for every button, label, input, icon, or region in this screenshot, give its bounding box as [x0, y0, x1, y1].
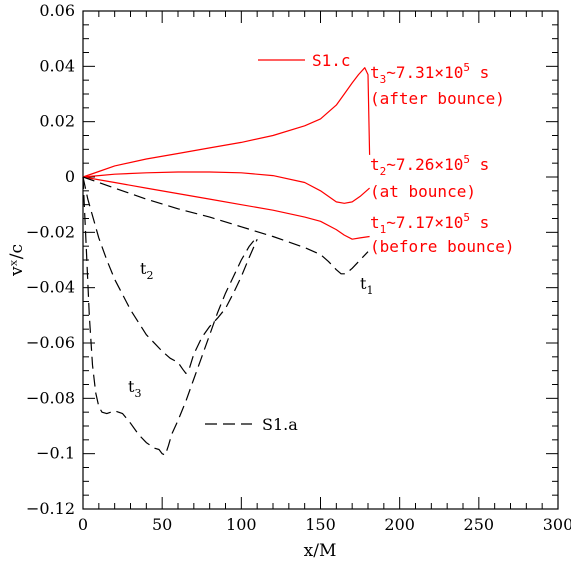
annotation-t3-value: ~7.31×10 — [386, 63, 463, 82]
legend-label-s1c: S1.c — [312, 51, 351, 70]
annotation-t3-unit: s — [470, 63, 489, 82]
y-tick-label: 0 — [65, 167, 75, 186]
annotation-t1-unit: s — [470, 213, 489, 232]
curve-label-t2: t2 — [140, 259, 153, 282]
annotation-t2-sup: 5 — [463, 153, 470, 166]
x-tick-labels: 0 50 100 150 200 250 300 — [78, 515, 571, 534]
series-line-s1c-t3 — [82, 67, 371, 178]
y-tick-label: −0.1 — [36, 444, 75, 463]
x-axis-title: x/M — [304, 541, 337, 561]
series-group — [82, 67, 371, 456]
x-tick-label: 150 — [305, 515, 336, 534]
y-axis-title: vˣ/c — [7, 244, 27, 277]
annotation-t1-value: ~7.17×10 — [386, 213, 463, 232]
y-tick-labels: −0.12 −0.1 −0.08 −0.06 −0.04 −0.02 0 0.02 0.04 0.… — [26, 1, 75, 518]
x-tick-label: 300 — [543, 515, 571, 534]
annotation-t1-name: t — [370, 213, 380, 232]
svg-text:t3~7.31×105 s: t3~7.31×105 s — [370, 61, 489, 86]
x-tick-label: 250 — [464, 515, 495, 534]
series-line-s1a-t3 — [82, 176, 258, 456]
annotation-t2-note: (at bounce) — [370, 182, 476, 201]
y-tick-label: −0.02 — [26, 222, 75, 241]
annotation-t1-note: (before bounce) — [370, 237, 515, 256]
annotation-t1-sup: 5 — [463, 211, 470, 224]
y-tick-label: −0.08 — [26, 388, 75, 407]
curve-label-t1: t1 — [360, 274, 373, 297]
x-tick-label: 200 — [384, 515, 415, 534]
annotation-t3-note: (after bounce) — [370, 89, 505, 108]
svg-text:t2~7.26×105 s: t2~7.26×105 s — [370, 153, 489, 178]
annotation-t1: t1~7.17×105 s (before bounce) — [370, 211, 515, 256]
svg-text:t1~7.17×105 s: t1~7.17×105 s — [370, 211, 489, 236]
x-tick-label: 50 — [152, 515, 172, 534]
y-tick-label: −0.04 — [26, 278, 75, 297]
axis-ticks — [82, 10, 559, 510]
y-tick-label: 0.02 — [39, 112, 75, 131]
annotation-t2: t2~7.26×105 s (at bounce) — [370, 153, 489, 201]
annotation-t1-sub: 1 — [380, 223, 387, 236]
annotation-t2-sub: 2 — [380, 165, 387, 178]
annotation-t3: t3~7.31×105 s (after bounce) — [370, 61, 505, 108]
y-tick-label: −0.06 — [26, 333, 75, 352]
series-line-s1a-t2 — [82, 176, 258, 374]
series-line-s1c-t1 — [82, 176, 370, 240]
curve-label-t3: t3 — [128, 377, 141, 400]
y-tick-label: −0.12 — [26, 499, 75, 518]
series-line-s1a-t1 — [82, 176, 369, 275]
annotation-t2-value: ~7.26×10 — [386, 155, 463, 174]
annotation-t2-name: t — [370, 155, 380, 174]
y-tick-label: 0.06 — [39, 1, 75, 20]
annotation-t3-name: t — [370, 63, 380, 82]
y-tick-label: 0.04 — [39, 56, 75, 75]
plot-frame — [82, 10, 559, 510]
annotation-t3-sub: 3 — [380, 73, 387, 86]
series-line-s1c-t2 — [82, 171, 370, 204]
annotation-t3-sup: 5 — [463, 61, 470, 74]
legend-label-s1a: S1.a — [262, 415, 298, 434]
x-tick-label: 100 — [226, 515, 257, 534]
annotation-t2-unit: s — [470, 155, 489, 174]
x-tick-label: 0 — [78, 515, 88, 534]
